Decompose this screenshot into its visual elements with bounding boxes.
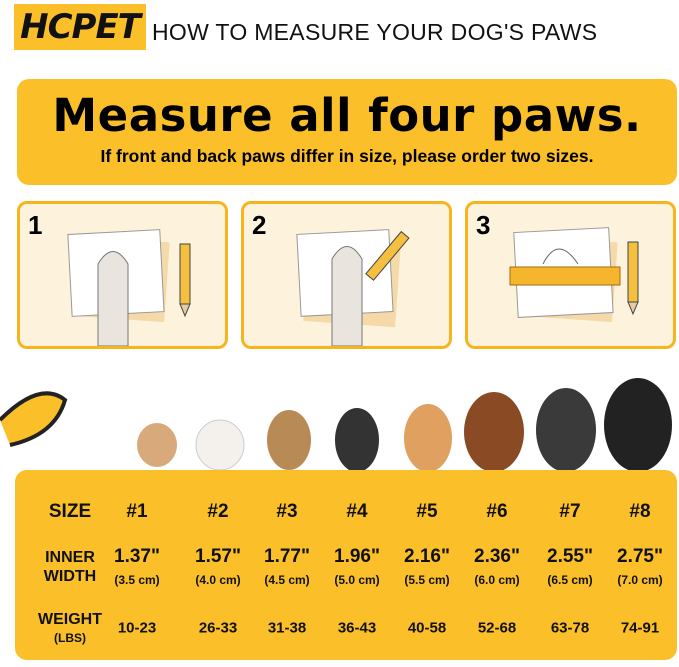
size-table: SIZE INNER WIDTH WEIGHT (LBS) #1 1.37" (3.5 cm…	[15, 470, 677, 660]
step-illustration	[296, 229, 410, 346]
step-illustration	[509, 227, 639, 323]
width-cm: (4.0 cm)	[195, 573, 241, 587]
weight-range: 40-58	[407, 619, 447, 637]
width-cm: (7.0 cm)	[617, 573, 663, 587]
weight-range: 74-91	[620, 619, 660, 637]
row-label: WEIGHT	[38, 611, 102, 628]
width-inches: 2.36"	[474, 546, 520, 567]
width-cm: (6.5 cm)	[547, 573, 593, 587]
width-inches: 1.77"	[264, 546, 310, 567]
size-label: #6	[486, 501, 508, 522]
size-label: #8	[629, 501, 651, 522]
width-cm: (5.5 cm)	[404, 573, 450, 587]
row-label: INNER WIDTH	[43, 549, 97, 585]
brand-logo: HCPET	[14, 4, 146, 50]
size-label: #4	[346, 501, 368, 522]
step-number: 3	[476, 210, 491, 240]
row-label: SIZE	[48, 501, 92, 522]
weight-range: 63-78	[550, 619, 590, 637]
weight-range: 52-68	[477, 619, 517, 637]
weight-range: 26-33	[198, 619, 238, 637]
size-label: #3	[276, 501, 298, 522]
weight-range: 31-38	[267, 619, 307, 637]
width-cm: (4.5 cm)	[264, 573, 310, 587]
dogs-row	[0, 378, 672, 472]
size-label: #7	[559, 501, 581, 522]
banner-note: If front and back paws differ in size, p…	[100, 146, 594, 166]
weight-range: 36-43	[337, 619, 377, 637]
step-card: 1	[17, 201, 228, 349]
size-label: #5	[416, 501, 438, 522]
width-cm: (3.5 cm)	[114, 573, 160, 587]
width-cm: (6.0 cm)	[474, 573, 520, 587]
step-illustration	[67, 229, 191, 346]
width-inches: 1.57"	[195, 546, 241, 567]
step-card: 2	[241, 201, 452, 349]
step-number: 1	[28, 210, 43, 240]
width-inches: 1.96"	[334, 546, 380, 567]
step-number: 2	[252, 210, 267, 240]
banner-heading: Measure all four paws.	[52, 89, 642, 142]
width-inches: 2.16"	[404, 546, 450, 567]
width-inches: 2.75"	[617, 546, 663, 567]
size-label: #1	[126, 501, 148, 522]
step-card: 3	[465, 201, 676, 349]
page-title: HOW TO MEASURE YOUR DOG'S PAWS	[152, 19, 598, 45]
weight-range: 10-23	[117, 619, 157, 637]
dog-illustration	[137, 378, 672, 472]
row-label: (LBS)	[54, 631, 86, 645]
size-label: #2	[207, 501, 229, 522]
width-cm: (5.0 cm)	[334, 573, 380, 587]
banner: Measure all four paws. If front and back…	[17, 79, 677, 185]
width-inches: 1.37"	[114, 546, 160, 567]
width-inches: 2.55"	[547, 546, 593, 567]
